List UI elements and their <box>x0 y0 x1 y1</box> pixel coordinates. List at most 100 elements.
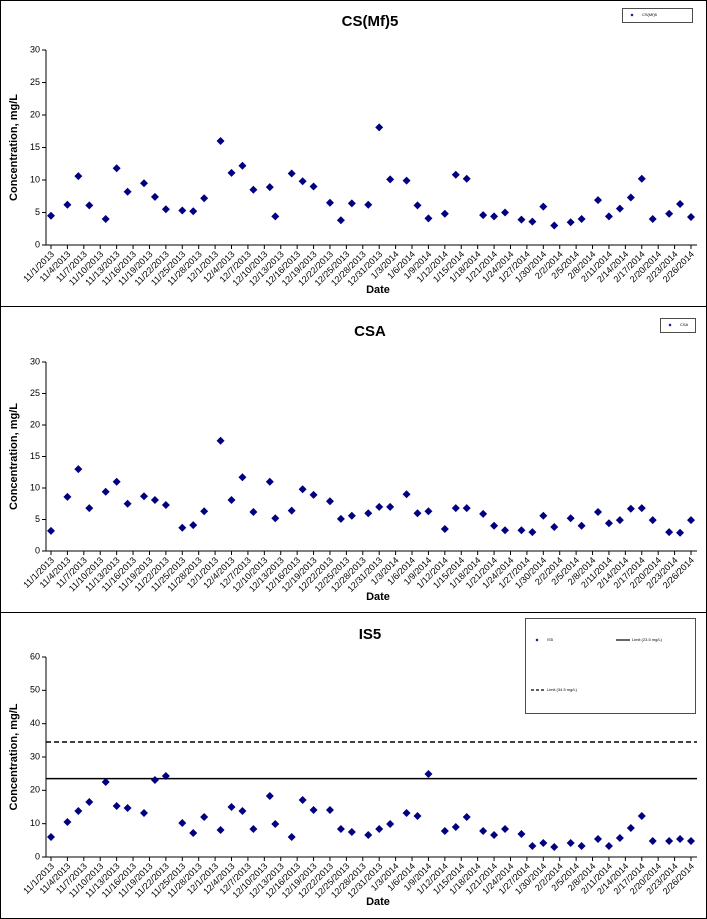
legend-label: Limit (34.5 mg/L) <box>547 687 578 692</box>
data-point <box>63 200 72 209</box>
data-point <box>271 212 280 221</box>
data-point <box>539 202 548 211</box>
data-point <box>347 828 356 836</box>
data-point <box>161 772 170 780</box>
data-point <box>249 507 258 516</box>
data-point <box>550 843 559 851</box>
y-tick-label: 0 <box>35 239 40 249</box>
data-point <box>479 827 488 835</box>
data-point <box>271 514 280 523</box>
y-tick-label: 10 <box>30 482 40 492</box>
y-tick-label: 20 <box>30 785 40 795</box>
data-point <box>287 169 296 178</box>
data-point <box>150 495 159 504</box>
data-point <box>490 212 499 221</box>
data-point <box>123 804 132 812</box>
y-tick-label: 30 <box>30 44 40 54</box>
y-tick-label: 10 <box>30 174 40 184</box>
data-point <box>648 837 657 845</box>
y-tick-label: 60 <box>30 651 40 661</box>
data-point <box>687 837 695 845</box>
y-tick-label: 0 <box>35 545 40 555</box>
data-point <box>364 509 373 518</box>
data-point <box>74 465 83 474</box>
data-point <box>74 807 83 815</box>
data-point <box>200 813 209 821</box>
data-point <box>594 507 603 516</box>
legend-label: CSA <box>680 322 689 327</box>
data-point <box>687 213 695 222</box>
data-point <box>325 806 334 814</box>
data-point <box>287 506 296 515</box>
data-point <box>440 524 449 533</box>
data-point <box>347 511 356 520</box>
data-point <box>637 504 646 513</box>
data-point <box>577 521 586 530</box>
data-point <box>249 825 258 833</box>
y-tick-label: 40 <box>30 718 40 728</box>
data-point <box>517 830 526 838</box>
data-point <box>386 502 395 511</box>
data-point <box>74 172 83 181</box>
data-point <box>665 528 674 537</box>
data-point <box>287 833 296 841</box>
data-point <box>298 177 307 186</box>
data-point <box>566 514 575 523</box>
x-axis-label: Date <box>366 591 390 603</box>
data-point <box>47 526 55 535</box>
data-point <box>47 211 55 220</box>
data-point <box>375 825 384 833</box>
data-point <box>112 802 121 810</box>
legend-label: IS5 <box>547 637 554 642</box>
data-point <box>139 809 148 817</box>
data-point <box>265 792 274 800</box>
data-point <box>451 170 460 179</box>
data-point <box>501 526 510 535</box>
data-point <box>402 809 411 817</box>
legend-box <box>525 618 696 714</box>
data-point <box>101 778 110 786</box>
data-point <box>626 504 635 513</box>
data-point <box>178 523 187 532</box>
data-point <box>594 835 603 843</box>
data-point <box>413 812 422 820</box>
data-point <box>238 161 247 170</box>
data-point <box>604 842 613 850</box>
data-point <box>528 217 537 226</box>
legend-box <box>622 8 693 23</box>
chart-title: CS(Mf)5 <box>342 13 399 30</box>
data-point <box>63 818 72 826</box>
data-point <box>577 842 586 850</box>
data-point <box>227 168 236 177</box>
data-point <box>364 200 373 209</box>
data-point <box>189 829 198 837</box>
data-point <box>637 174 646 183</box>
y-tick-label: 25 <box>30 388 40 398</box>
data-point <box>189 207 198 216</box>
data-point <box>139 492 148 501</box>
data-point <box>85 504 94 513</box>
data-point <box>665 209 674 218</box>
data-point <box>637 812 646 820</box>
y-axis-label: Concentration, mg/L <box>8 94 20 201</box>
data-point <box>347 199 356 208</box>
data-point <box>594 196 603 205</box>
data-point <box>161 501 170 510</box>
data-point <box>462 174 471 183</box>
data-point <box>539 511 548 520</box>
data-point <box>424 770 433 778</box>
data-point <box>615 834 624 842</box>
data-point <box>490 831 499 839</box>
data-point <box>687 516 695 525</box>
data-point <box>604 519 613 528</box>
data-point <box>462 813 471 821</box>
data-point <box>676 200 685 209</box>
y-axis-label: Concentration, mg/L <box>8 703 20 810</box>
legend-label: CS(Mf)5 <box>642 12 658 17</box>
data-point <box>566 839 575 847</box>
y-axis-label: Concentration, mg/L <box>8 403 20 510</box>
data-point <box>479 211 488 220</box>
data-point <box>309 182 318 191</box>
